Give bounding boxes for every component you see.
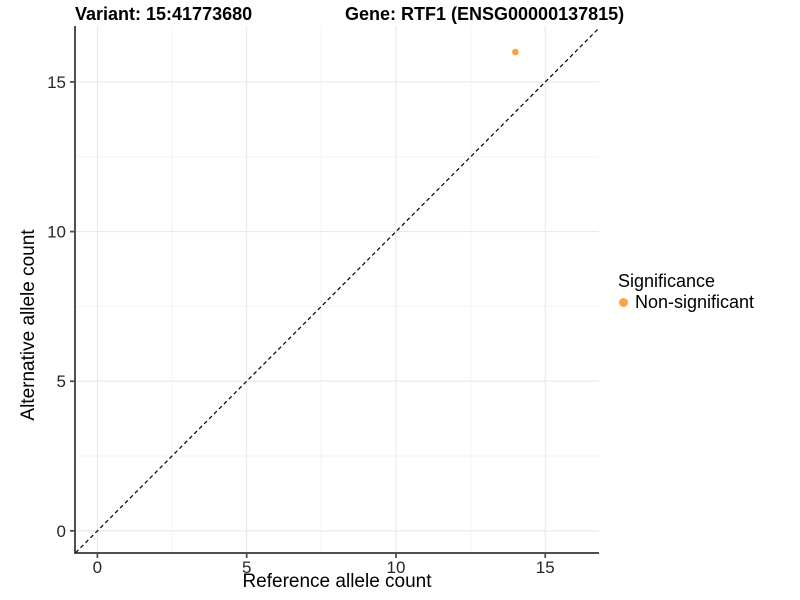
y-tick-label: 0 — [57, 522, 66, 541]
x-tick-label: 5 — [242, 558, 251, 577]
legend-title: Significance — [618, 271, 716, 291]
legend-item: Non-significant — [618, 292, 754, 313]
plot-title-variant: Variant: 15:41773680 — [75, 4, 253, 24]
plot-title-gene: Gene: RTF1 (ENSG00000137815) — [345, 4, 625, 24]
y-tick-label: 10 — [47, 223, 66, 242]
y-axis-title: Alternative allele count — [18, 229, 39, 421]
legend: Significance Non-significant — [618, 271, 754, 313]
x-axis-title: Reference allele count — [242, 571, 432, 592]
legend-item-label: Non-significant — [635, 292, 755, 312]
x-tick-label: 15 — [536, 558, 555, 577]
identity-line — [75, 27, 600, 554]
y-tick-label: 15 — [47, 73, 66, 92]
x-tick-label: 0 — [93, 558, 102, 577]
dot-icon — [619, 298, 628, 307]
x-tick-label: 10 — [387, 558, 406, 577]
data-point — [512, 48, 519, 56]
y-tick-label: 5 — [57, 372, 66, 391]
